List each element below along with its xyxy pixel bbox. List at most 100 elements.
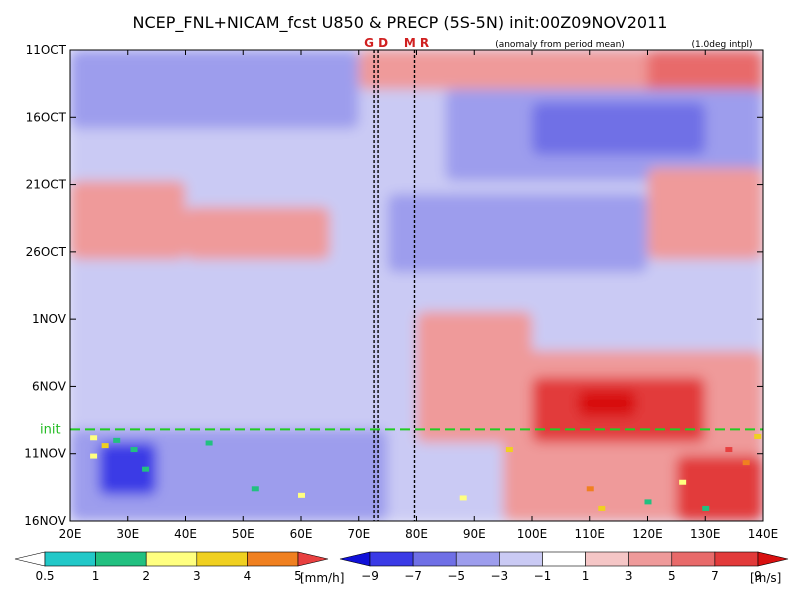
y-axis: 11OCT 16OCT 21OCT 26OCT 1NOV 6NOV 11NOV 16NOV	[24, 43, 763, 528]
x-tick-label: 100E	[517, 527, 548, 541]
colorbar-segment	[44, 551, 96, 567]
y-tick-label: 16NOV	[24, 514, 66, 528]
x-tick-label: 40E	[174, 527, 197, 541]
colorbar-label: 5	[668, 569, 676, 583]
x-tick-label: 140E	[748, 527, 779, 541]
anomaly-region	[532, 102, 706, 155]
x-tick-label: 70E	[347, 527, 370, 541]
colorbar-segment	[95, 551, 147, 567]
colorbar-cap	[297, 551, 329, 567]
colorbar-cap	[757, 551, 789, 567]
colorbar-segment	[585, 551, 629, 567]
x-tick-label: 110E	[575, 527, 606, 541]
x-tick-label: 60E	[290, 527, 313, 541]
x-axis: 20E 30E 40E 50E 60E 70E 80E 90E 100E 110E 120E 130E…	[59, 50, 779, 541]
y-tick-label: 11NOV	[24, 447, 66, 461]
anomaly-region	[647, 167, 763, 260]
x-tick-label: 20E	[59, 527, 82, 541]
precip-cell	[113, 437, 121, 443]
precip-unit: [mm/h]	[300, 571, 344, 585]
plot-area	[70, 50, 763, 521]
u850-unit: [m/s]	[750, 571, 781, 585]
colorbar-label: −9	[361, 569, 379, 583]
u850-anomaly-field	[70, 50, 763, 521]
colorbar-label: 1	[582, 569, 590, 583]
y-tick-label: 26OCT	[26, 245, 67, 259]
reference-line-label: G D	[364, 36, 388, 50]
precipitation-cells	[90, 433, 762, 511]
precip-cell	[598, 505, 606, 511]
colorbar-segment	[714, 551, 759, 567]
y-tick-label: 6NOV	[32, 379, 67, 393]
precip-cell	[251, 486, 259, 492]
anomaly-region	[70, 50, 359, 129]
x-tick-label: 80E	[405, 527, 428, 541]
colorbar-label: 1	[92, 569, 100, 583]
precip-cell	[130, 447, 138, 453]
colorbar-label: −3	[490, 569, 508, 583]
colorbar-segment	[628, 551, 673, 567]
colorbar-segment	[671, 551, 716, 567]
reference-line-label: M R	[404, 36, 429, 50]
precip-cell	[90, 435, 98, 441]
chart-title: NCEP_FNL+NICAM_fcst U850 & PRECP (5S-5N)…	[133, 13, 668, 33]
precip-cell	[101, 443, 109, 449]
colorbar-segment	[542, 551, 586, 567]
y-tick-label: 1NOV	[32, 312, 67, 326]
colorbar-segment	[412, 551, 457, 567]
y-tick-label: 21OCT	[26, 178, 67, 192]
x-tick-label: 130E	[690, 527, 721, 541]
colorbar-label: 7	[711, 569, 719, 583]
chart-subtitle: (anomaly from period mean)	[495, 40, 625, 50]
precip-cell	[644, 499, 652, 505]
precip-cell	[459, 495, 467, 501]
precip-cell	[298, 492, 305, 498]
precip-colorbar: 0.5 1 2 3 4 5	[14, 551, 329, 583]
colorbar-label: 3	[193, 569, 201, 583]
anomaly-region	[185, 207, 330, 260]
y-tick-label: 11OCT	[26, 43, 67, 57]
precip-cell	[205, 440, 213, 446]
precip-cell	[725, 447, 733, 453]
anomaly-region	[676, 455, 763, 521]
anomaly-region	[70, 180, 186, 260]
colorbar-label: 4	[244, 569, 252, 583]
colorbar-cap	[339, 551, 371, 567]
x-tick-label: 30E	[116, 527, 139, 541]
precip-cell	[142, 466, 150, 472]
y-tick-label: 16OCT	[26, 110, 67, 124]
colorbar-segment	[499, 551, 543, 567]
precip-cell	[754, 433, 762, 439]
colorbar-cap	[14, 551, 46, 567]
colorbar-label: 0.5	[35, 569, 54, 583]
anomaly-region	[98, 442, 157, 495]
precip-cell	[586, 486, 594, 492]
colorbar-label: 9	[754, 569, 762, 583]
precip-cell	[90, 453, 98, 459]
colorbar-label: −7	[404, 569, 422, 583]
colorbar-label: −1	[534, 569, 552, 583]
chart-note: (1.0deg intpl)	[691, 40, 752, 50]
colorbar-segment	[145, 551, 198, 567]
anomaly-region	[70, 272, 301, 325]
x-tick-label: 50E	[232, 527, 255, 541]
colorbar-label: 5	[294, 569, 302, 583]
colorbar-segment	[247, 551, 299, 567]
anomaly-region	[387, 193, 648, 273]
colorbar-segment	[369, 551, 414, 567]
x-tick-label: 90E	[463, 527, 486, 541]
anomaly-region	[578, 390, 636, 417]
precip-cell	[742, 460, 750, 466]
colorbar-segment	[196, 551, 248, 567]
x-tick-label: 120E	[632, 527, 663, 541]
colorbar-label: 3	[625, 569, 633, 583]
init-label: init	[40, 422, 61, 437]
colorbar-segment	[455, 551, 500, 567]
precip-cell	[702, 505, 710, 511]
precip-cell	[505, 447, 513, 453]
colorbar-label: −5	[447, 569, 465, 583]
precip-cell	[679, 479, 687, 485]
colorbar-label: 2	[142, 569, 150, 583]
u850-colorbar: −9 −7 −5 −3 −1 1 3 5 7 9	[339, 551, 789, 583]
